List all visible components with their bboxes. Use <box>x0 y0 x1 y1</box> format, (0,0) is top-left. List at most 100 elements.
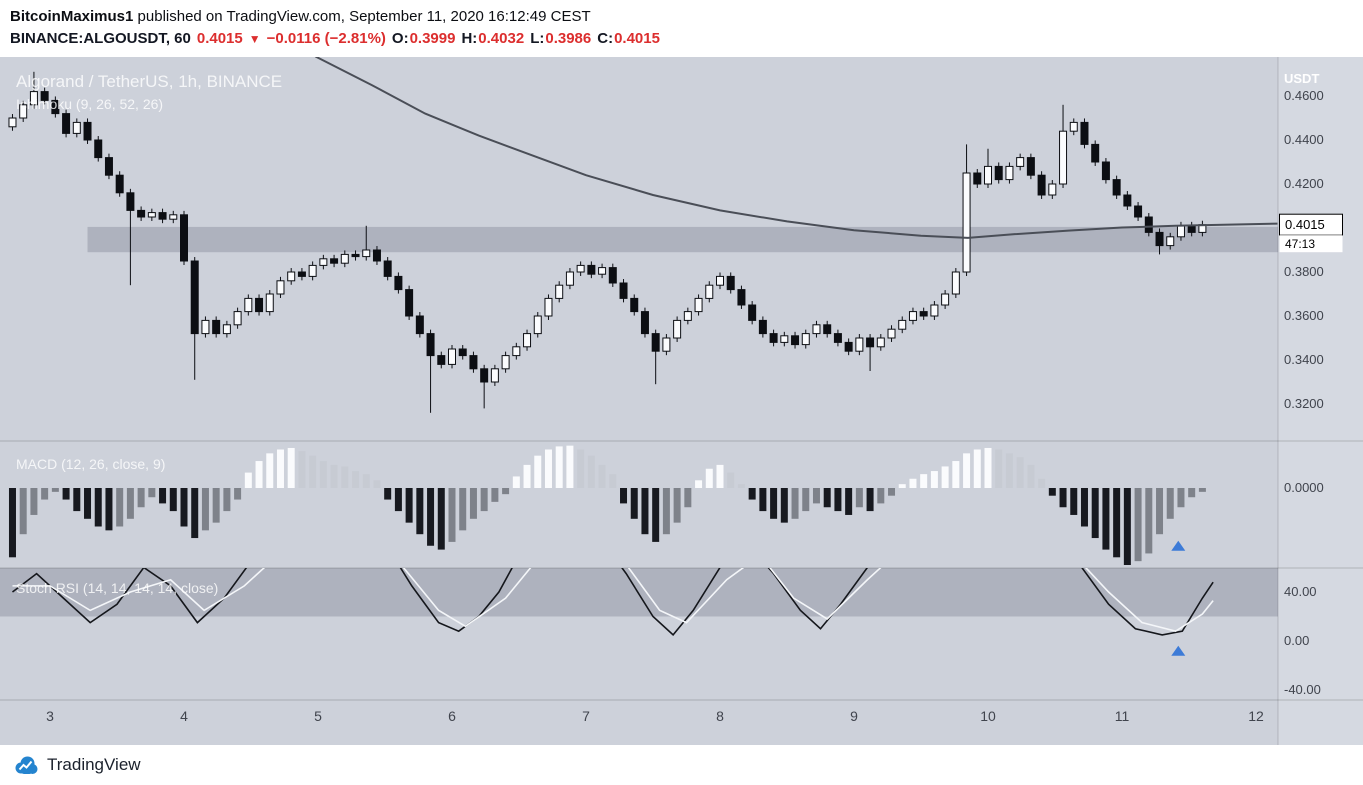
candle-body <box>694 297 703 313</box>
candle-body <box>1176 225 1185 238</box>
candle-body <box>351 253 360 258</box>
macd-bar <box>1198 488 1206 492</box>
candle-body <box>876 337 885 348</box>
candle-body <box>1123 194 1132 207</box>
candle-body <box>737 289 746 306</box>
candle-body <box>662 337 671 352</box>
macd-bar <box>373 480 381 488</box>
macd-label: MACD (12, 26, close, 9) <box>16 456 165 472</box>
candle-body <box>962 172 971 273</box>
up-arrow-marker <box>1171 540 1186 551</box>
candle-body <box>1026 157 1035 176</box>
time-tick-label: 9 <box>850 708 858 724</box>
macd-bar <box>362 474 370 488</box>
candle-body <box>812 324 821 335</box>
macd-bar <box>298 451 306 488</box>
macd-bar <box>1005 453 1013 488</box>
macd-bar <box>1102 488 1110 550</box>
macd-bar <box>1166 488 1174 519</box>
price-tick-label: 0.4400 <box>1284 132 1324 147</box>
macd-bar <box>8 488 16 558</box>
close-value: C:0.4015 <box>597 30 660 47</box>
ichimoku-label: Ichimoku (9, 26, 52, 26) <box>16 96 163 112</box>
macd-bar <box>759 488 767 512</box>
open-label: O: <box>391 30 409 47</box>
candle-body <box>94 139 103 159</box>
time-tick-label: 12 <box>1248 708 1264 724</box>
macd-bar <box>30 488 38 515</box>
candle-body <box>1112 179 1121 196</box>
candle-body <box>780 335 789 343</box>
candle-body <box>147 212 156 218</box>
candle-body <box>255 297 264 313</box>
candle-body <box>1059 130 1068 185</box>
time-tick-label: 11 <box>1115 708 1130 724</box>
macd-bar <box>180 488 188 527</box>
macd-bar <box>287 447 295 488</box>
candlestick-series <box>8 71 1207 413</box>
candle-body <box>244 297 253 313</box>
high-label: H: <box>461 30 478 47</box>
candle-body <box>287 271 296 282</box>
candle-body <box>855 337 864 352</box>
macd-bar <box>512 476 520 488</box>
macd-bar <box>116 488 124 527</box>
macd-bar <box>234 488 242 500</box>
macd-bar <box>898 484 906 488</box>
candle-body <box>619 282 628 299</box>
price-tick-label: 0.3400 <box>1284 352 1324 367</box>
candle-body <box>705 284 714 299</box>
candle-body <box>126 192 135 211</box>
tradingview-brand: TradingView <box>47 755 141 774</box>
macd-bar <box>963 453 971 488</box>
stoch-label: Stoch RSI (14, 14, 14, 14, close) <box>16 580 218 596</box>
macd-bar <box>737 484 745 488</box>
candle-body <box>930 304 939 317</box>
candle-body <box>533 315 542 335</box>
price-tick-label: 0.4600 <box>1284 88 1324 103</box>
macd-bar <box>1059 488 1067 508</box>
macd-bar <box>609 474 617 488</box>
candle-body <box>437 355 446 365</box>
macd-bar <box>834 488 842 512</box>
macd-bar <box>341 466 349 488</box>
time-tick-label: 10 <box>980 708 996 724</box>
macd-bar <box>984 447 992 488</box>
chart-area: 0.4600 0.4400 0.4200 0.3800 0.3600 0.3400 0.32… <box>0 57 1363 745</box>
price-axis-background <box>1278 57 1363 745</box>
symbol-interval: BINANCE:ALGOUSDT, 60 <box>10 30 191 47</box>
macd-bar <box>1145 488 1153 554</box>
price-change: −0.0116 (−2.81%) <box>266 30 386 47</box>
macd-bar <box>309 455 317 488</box>
stoch-tick-label: -40.00 <box>1284 682 1321 697</box>
open-value: O:0.3999 <box>392 30 456 47</box>
macd-bar <box>148 488 156 498</box>
candle-body <box>994 165 1003 181</box>
candle-body <box>458 348 467 357</box>
candle-body <box>405 289 414 317</box>
candle-body <box>587 264 596 275</box>
macd-bar <box>491 488 499 502</box>
baseline-ma <box>314 57 1278 239</box>
candle-body <box>1101 161 1110 181</box>
macd-bar <box>126 488 134 519</box>
candle-body <box>19 104 28 119</box>
candle-body <box>137 209 146 218</box>
snapshot-header: BitcoinMaximus1 published on TradingView… <box>0 0 1363 57</box>
macd-bar <box>866 488 874 512</box>
countdown-tag <box>1279 235 1343 253</box>
price-tick-label: 0.3600 <box>1284 308 1324 323</box>
candle-body <box>630 297 639 313</box>
macd-bar <box>855 488 863 508</box>
time-tick-label: 8 <box>716 708 724 724</box>
macd-bar <box>319 461 327 488</box>
candle-body <box>941 293 950 306</box>
macd-bar <box>212 488 220 523</box>
candle-body <box>383 260 392 277</box>
macd-bar <box>1113 488 1121 558</box>
candle-body <box>40 91 49 101</box>
stoch-tick-label: 40.00 <box>1284 584 1317 599</box>
macd-bar <box>995 449 1003 488</box>
macd-bar <box>330 464 338 488</box>
candle-body <box>576 264 585 273</box>
